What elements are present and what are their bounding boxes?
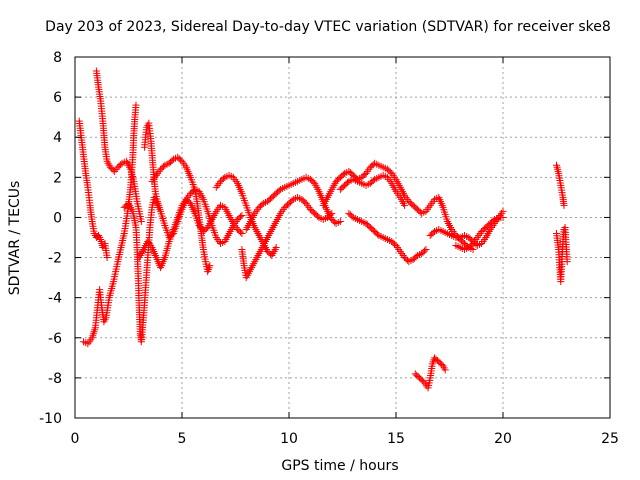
- data-point: [489, 217, 497, 225]
- series-6: [148, 153, 214, 276]
- y-tick-label: -4: [48, 291, 62, 307]
- series-3: [92, 67, 145, 225]
- data-point: [429, 229, 437, 237]
- y-tick-label: -2: [48, 251, 62, 267]
- series-16: [411, 354, 449, 392]
- data-point: [109, 166, 117, 174]
- tick-label-layer: 0 5 10 15 20 25 -10 -8 -6 -4 -2 0 2 4 6 8: [39, 50, 619, 447]
- series-13: [345, 209, 430, 266]
- data-point: [499, 207, 507, 215]
- axes-layer: [74, 56, 611, 419]
- y-tick-label: 4: [53, 130, 62, 146]
- x-tick-label: 0: [71, 431, 80, 447]
- series-14: [426, 207, 507, 250]
- data-point: [401, 201, 409, 209]
- y-tick-label: -8: [48, 371, 62, 387]
- data-point: [238, 229, 246, 237]
- series-1: [75, 117, 111, 262]
- series-4: [120, 193, 162, 346]
- y-tick-label: -6: [48, 331, 62, 347]
- data-point: [236, 228, 244, 236]
- data-point: [339, 171, 347, 179]
- data-point: [563, 258, 571, 266]
- data-point: [373, 230, 381, 238]
- data-point: [369, 177, 377, 185]
- x-tick-label: 25: [601, 431, 619, 447]
- plot-frame: [74, 56, 611, 419]
- data-point: [499, 213, 507, 221]
- series-12: [336, 171, 409, 209]
- data-point: [236, 213, 244, 221]
- x-tick-label: 15: [387, 431, 405, 447]
- series-15: [452, 213, 507, 254]
- chart-title: Day 203 of 2023, Sidereal Day-to-day VTE…: [45, 19, 611, 35]
- data-point: [103, 254, 111, 262]
- data-point: [159, 163, 167, 171]
- data-point: [469, 246, 477, 254]
- data-point: [422, 246, 430, 254]
- x-tick-label: 10: [280, 431, 298, 447]
- data-point: [468, 241, 476, 249]
- data-point: [206, 262, 214, 270]
- data-point: [117, 161, 125, 169]
- data-point: [219, 175, 227, 183]
- data-point: [343, 179, 351, 187]
- series-9: [238, 193, 336, 282]
- data-point: [275, 187, 283, 195]
- data-point: [288, 197, 296, 205]
- x-tick-label: 20: [494, 431, 512, 447]
- data-point: [177, 156, 185, 164]
- y-tick-label: 0: [53, 210, 62, 226]
- data-point: [441, 366, 449, 374]
- data-point: [314, 212, 322, 220]
- series-17: [553, 161, 568, 209]
- data-point: [258, 201, 266, 209]
- data-point: [412, 253, 420, 261]
- data-point: [386, 168, 394, 176]
- data-point: [238, 211, 246, 219]
- data-point: [348, 212, 356, 220]
- series-10: [242, 173, 344, 233]
- data-point: [560, 201, 568, 209]
- data-point: [418, 377, 426, 385]
- y-tick-label: 8: [53, 50, 62, 66]
- data-point: [301, 198, 309, 206]
- y-tick-label: 2: [53, 170, 62, 186]
- x-axis-label: GPS time / hours: [281, 458, 398, 474]
- data-point: [421, 247, 429, 255]
- y-axis-label: SDTVAR / TECUs: [7, 181, 23, 296]
- series-7: [135, 195, 246, 272]
- series-18: [553, 223, 571, 286]
- data-layer: [75, 67, 571, 392]
- data-point: [137, 217, 145, 225]
- y-tick-label: 6: [53, 90, 62, 106]
- data-point: [361, 171, 369, 179]
- data-point: [132, 101, 140, 109]
- data-point: [336, 217, 344, 225]
- x-tick-label: 5: [178, 431, 187, 447]
- data-point: [168, 157, 176, 165]
- grid-layer: [75, 57, 610, 418]
- y-tick-label: -10: [39, 411, 62, 427]
- data-point: [391, 240, 399, 248]
- data-point: [272, 244, 280, 252]
